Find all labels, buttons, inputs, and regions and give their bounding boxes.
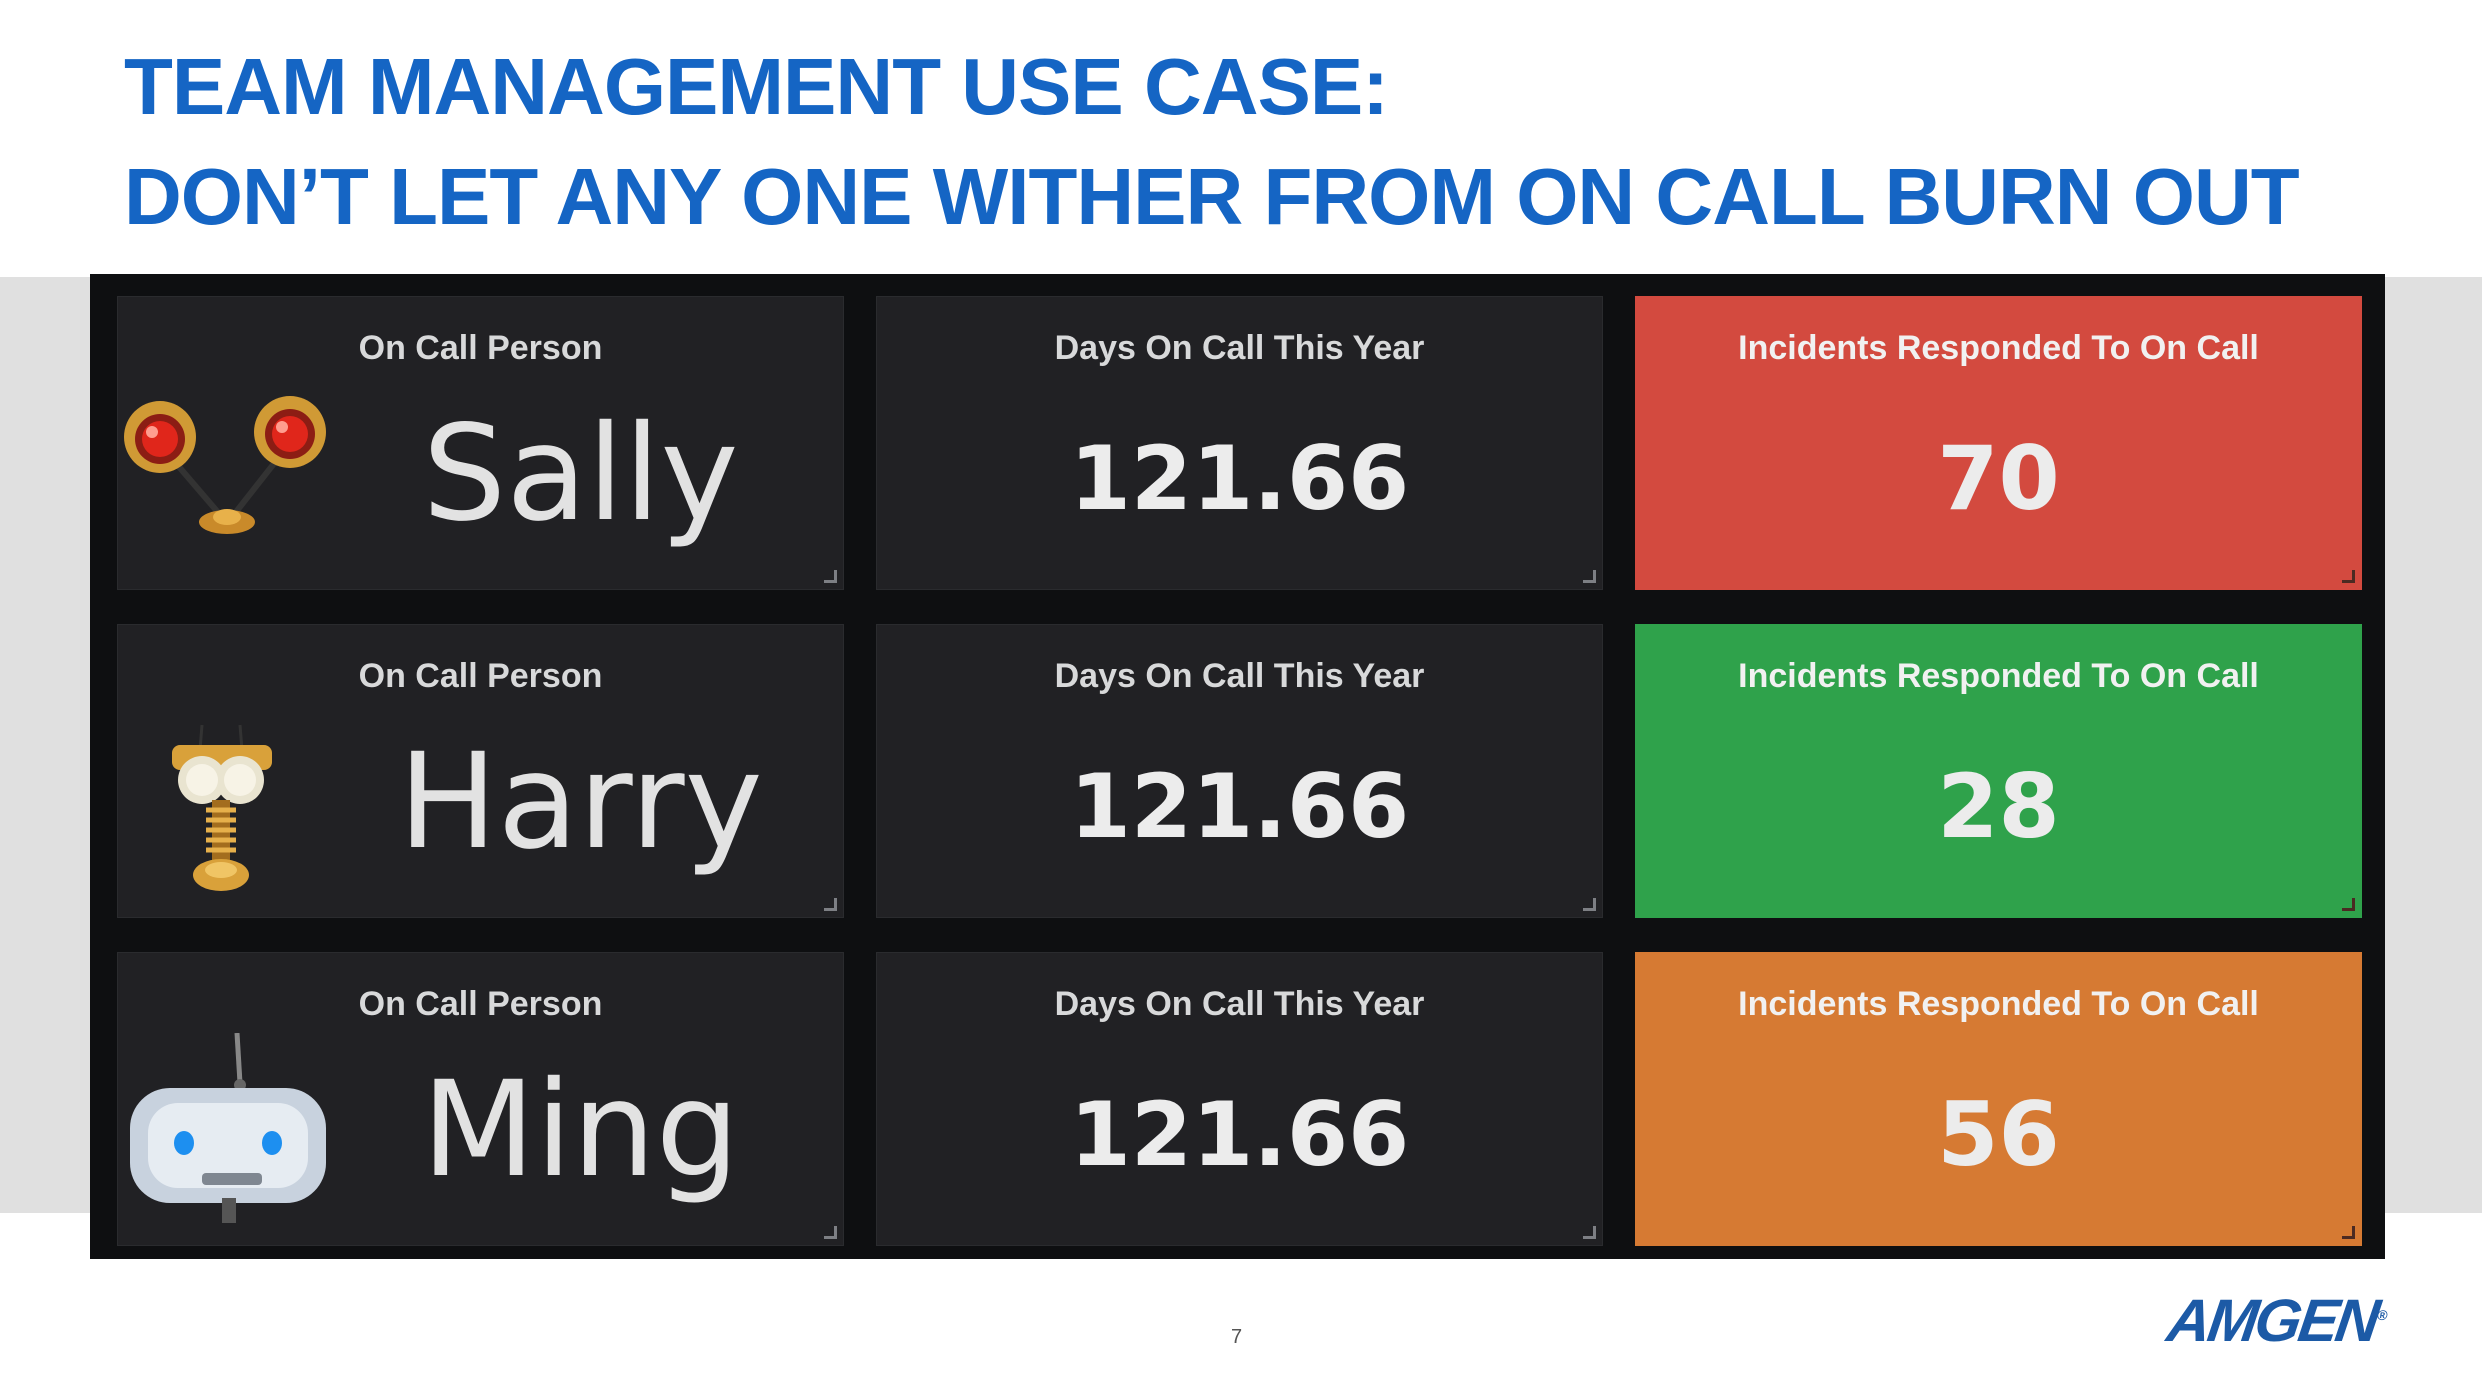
days-on-call-panel-sally[interactable]: Days On Call This Year 121.66 — [876, 296, 1603, 590]
slide-title-line-2: DON’T LET ANY ONE WITHER FROM ON CALL BU… — [124, 152, 2300, 241]
days-on-call-value: 121.66 — [1069, 427, 1410, 530]
on-call-person-panel-ming[interactable]: On Call Person Ming — [117, 952, 844, 1246]
logo-text: AMGEN — [2163, 1287, 2382, 1354]
resize-handle[interactable] — [1583, 1226, 1596, 1239]
panel-title: On Call Person — [358, 657, 603, 695]
grafana-dashboard: On Call Person Sally Days On Call This Y… — [90, 274, 2385, 1259]
person-name: Harry — [398, 725, 763, 879]
slide-title: TEAM MANAGEMENT USE CASE: DON’T LET ANY … — [124, 32, 2300, 252]
hover-robot-icon — [130, 1033, 326, 1223]
incidents-panel-sally[interactable]: Incidents Responded To On Call 70 — [1635, 296, 2362, 590]
panel-title: Days On Call This Year — [1054, 657, 1425, 695]
resize-handle[interactable] — [1583, 570, 1596, 583]
resize-handle[interactable] — [824, 898, 837, 911]
resize-handle[interactable] — [824, 570, 837, 583]
resize-handle[interactable] — [2342, 570, 2355, 583]
page-number: 7 — [1231, 1326, 1243, 1348]
panel-title: Days On Call This Year — [1054, 985, 1425, 1023]
person-name: Ming — [421, 1053, 740, 1207]
on-call-person-panel-harry[interactable]: On Call Person Harry — [117, 624, 844, 918]
slide-title-line-1: TEAM MANAGEMENT USE CASE: — [124, 42, 1389, 131]
resize-handle[interactable] — [1583, 898, 1596, 911]
panel-title: Days On Call This Year — [1054, 329, 1425, 367]
days-on-call-panel-ming[interactable]: Days On Call This Year 121.66 — [876, 952, 1603, 1246]
resize-handle[interactable] — [824, 1226, 837, 1239]
incidents-value: 70 — [1937, 427, 2060, 530]
panel-title: Incidents Responded To On Call — [1738, 985, 2259, 1023]
registered-mark: ® — [2375, 1307, 2389, 1323]
days-on-call-value: 121.66 — [1069, 1083, 1410, 1186]
incidents-value: 28 — [1937, 755, 2060, 858]
days-on-call-value: 121.66 — [1069, 755, 1410, 858]
panel-title: Incidents Responded To On Call — [1738, 657, 2259, 695]
incidents-panel-ming[interactable]: Incidents Responded To On Call 56 — [1635, 952, 2362, 1246]
panel-title: On Call Person — [358, 329, 603, 367]
amgen-logo: AMGEN® — [2163, 1286, 2391, 1355]
days-on-call-panel-harry[interactable]: Days On Call This Year 121.66 — [876, 624, 1603, 918]
resize-handle[interactable] — [2342, 898, 2355, 911]
incidents-panel-harry[interactable]: Incidents Responded To On Call 28 — [1635, 624, 2362, 918]
resize-handle[interactable] — [2342, 1226, 2355, 1239]
panel-title: On Call Person — [358, 985, 603, 1023]
incidents-value: 56 — [1937, 1083, 2060, 1186]
person-name: Sally — [422, 397, 739, 551]
two-lamp-robot-icon — [124, 396, 326, 534]
on-call-person-panel-sally[interactable]: On Call Person Sally — [117, 296, 844, 590]
panel-title: Incidents Responded To On Call — [1738, 329, 2259, 367]
spring-robot-icon — [172, 724, 272, 891]
